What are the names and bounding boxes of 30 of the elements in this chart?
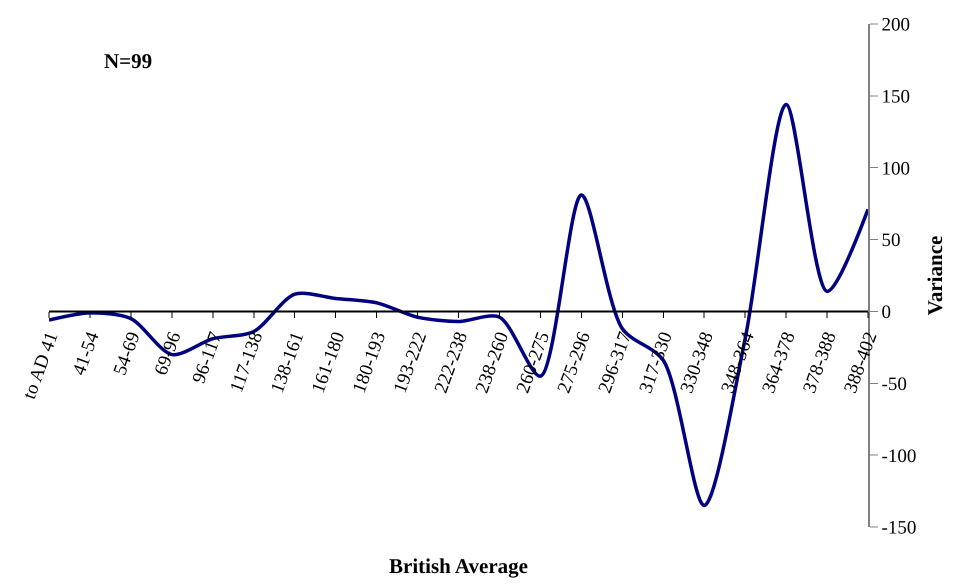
x-tick-label: 54-69 — [110, 329, 145, 378]
x-tick-label: 378-388 — [799, 329, 841, 396]
x-tick-label: 96-117 — [188, 329, 226, 386]
y-axis-title: Variance — [923, 236, 948, 316]
y-tick-label: 200 — [882, 14, 910, 36]
y-tick-label: 100 — [882, 158, 910, 180]
x-tick-label: to AD 41 — [19, 329, 63, 402]
x-tick-label: 69-96 — [150, 329, 186, 378]
y-tick-label: -50 — [882, 374, 907, 395]
y-tick-label: 50 — [882, 230, 901, 252]
x-tick-label: 41-54 — [68, 328, 104, 378]
annotation: N=99 — [104, 49, 152, 73]
x-tick-label: 193-222 — [390, 329, 432, 396]
x-tick-label: 260-275 — [512, 329, 554, 396]
x-tick-label: 296-317 — [594, 329, 636, 396]
x-tick-label: 138-161 — [266, 329, 308, 396]
x-tick-label: 330-348 — [676, 329, 718, 396]
y-tick-label: 150 — [882, 86, 910, 108]
x-tick-label: 222-238 — [430, 329, 472, 396]
y-tick-label: 0 — [882, 302, 892, 324]
x-tick-label: 317-330 — [635, 329, 677, 396]
x-tick-label: 275-296 — [554, 329, 595, 396]
x-axis-title: British Average — [389, 554, 528, 578]
x-tick-label: 180-193 — [348, 329, 390, 396]
y-tick-label: -150 — [882, 518, 916, 539]
x-tick-label: 117-138 — [226, 329, 268, 396]
x-tick-label: 238-260 — [472, 329, 514, 396]
x-tick-label: 161-180 — [308, 329, 350, 396]
y-tick-label: -100 — [882, 446, 916, 467]
x-tick-label: 364-378 — [758, 329, 800, 396]
